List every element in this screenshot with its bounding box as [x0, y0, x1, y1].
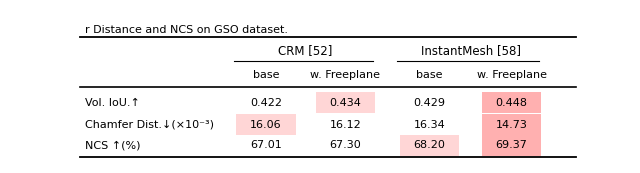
Text: NCS ↑(%): NCS ↑(%)	[85, 140, 140, 150]
Text: 14.73: 14.73	[495, 120, 527, 130]
Text: w. Freeplane: w. Freeplane	[310, 70, 380, 80]
Text: Vol. IoU.↑: Vol. IoU.↑	[85, 98, 140, 108]
Text: 67.01: 67.01	[250, 140, 282, 150]
Text: 16.12: 16.12	[330, 120, 361, 130]
Text: r Distance and NCS on GSO dataset.: r Distance and NCS on GSO dataset.	[85, 25, 288, 35]
Text: base: base	[417, 70, 443, 80]
Text: 68.20: 68.20	[413, 140, 445, 150]
FancyBboxPatch shape	[236, 114, 296, 135]
Text: InstantMesh [58]: InstantMesh [58]	[420, 44, 520, 57]
Text: base: base	[253, 70, 279, 80]
Text: 0.429: 0.429	[413, 98, 445, 108]
Text: CRM [52]: CRM [52]	[278, 44, 333, 57]
Text: 16.34: 16.34	[414, 120, 445, 130]
Text: 69.37: 69.37	[495, 140, 527, 150]
FancyBboxPatch shape	[482, 92, 541, 113]
Text: 0.434: 0.434	[330, 98, 362, 108]
Text: 16.06: 16.06	[250, 120, 282, 130]
FancyBboxPatch shape	[482, 135, 541, 156]
Text: 0.448: 0.448	[495, 98, 527, 108]
FancyBboxPatch shape	[316, 92, 375, 113]
Text: 67.30: 67.30	[330, 140, 361, 150]
Text: w. Freeplane: w. Freeplane	[477, 70, 547, 80]
Text: 0.422: 0.422	[250, 98, 282, 108]
FancyBboxPatch shape	[482, 114, 541, 135]
FancyBboxPatch shape	[400, 135, 460, 156]
Text: Chamfer Dist.↓(×10⁻³): Chamfer Dist.↓(×10⁻³)	[85, 120, 214, 130]
